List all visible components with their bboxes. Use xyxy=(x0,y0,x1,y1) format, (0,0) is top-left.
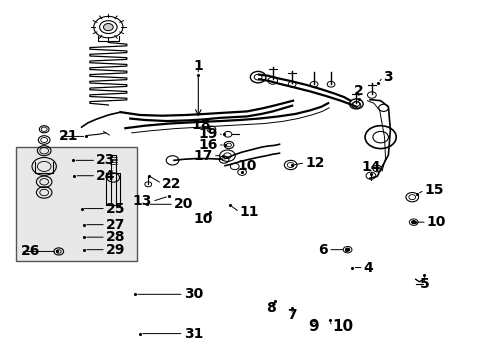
Text: 19: 19 xyxy=(198,127,217,141)
Text: 10: 10 xyxy=(331,319,352,334)
Text: 10: 10 xyxy=(426,215,445,229)
Text: 1: 1 xyxy=(193,59,203,73)
Text: 10: 10 xyxy=(193,212,212,226)
Text: 10: 10 xyxy=(237,159,256,173)
Bar xyxy=(16,147,136,261)
Text: 9: 9 xyxy=(308,319,319,334)
Text: 14: 14 xyxy=(361,161,380,175)
Text: 30: 30 xyxy=(183,287,203,301)
Text: 21: 21 xyxy=(59,129,78,143)
Text: 31: 31 xyxy=(183,327,203,341)
Text: 22: 22 xyxy=(162,176,181,190)
Text: 8: 8 xyxy=(266,301,276,315)
Text: 23: 23 xyxy=(96,153,115,167)
Text: 17: 17 xyxy=(193,149,212,163)
Circle shape xyxy=(103,23,113,31)
Text: 11: 11 xyxy=(239,205,259,219)
Text: 4: 4 xyxy=(363,261,373,275)
Circle shape xyxy=(345,248,349,251)
Text: 12: 12 xyxy=(305,156,324,170)
Text: 28: 28 xyxy=(106,230,125,244)
Text: 15: 15 xyxy=(424,183,443,197)
Text: 3: 3 xyxy=(382,70,392,84)
Text: 7: 7 xyxy=(287,308,296,322)
Text: 20: 20 xyxy=(174,197,193,211)
Text: 6: 6 xyxy=(318,243,327,257)
Text: 24: 24 xyxy=(96,169,116,183)
Circle shape xyxy=(411,221,415,224)
Text: 26: 26 xyxy=(21,244,40,258)
Text: 18: 18 xyxy=(191,118,210,132)
Text: 16: 16 xyxy=(198,138,217,152)
Text: 2: 2 xyxy=(353,84,363,98)
Text: 13: 13 xyxy=(132,194,152,208)
Text: 5: 5 xyxy=(419,277,428,291)
Text: 25: 25 xyxy=(106,202,125,216)
Text: 27: 27 xyxy=(106,218,125,231)
Text: 29: 29 xyxy=(106,243,125,257)
